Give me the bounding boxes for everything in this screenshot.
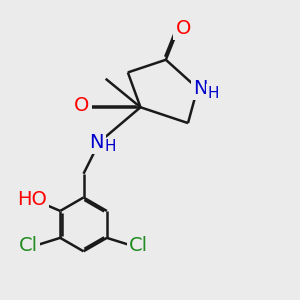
Text: HO: HO <box>17 190 46 209</box>
Text: H: H <box>208 85 219 100</box>
Text: H: H <box>105 139 116 154</box>
Text: O: O <box>176 19 191 38</box>
Text: O: O <box>74 96 90 115</box>
Text: Cl: Cl <box>19 236 38 255</box>
Text: N: N <box>89 133 104 152</box>
Text: Cl: Cl <box>129 236 148 255</box>
Text: N: N <box>194 79 208 98</box>
